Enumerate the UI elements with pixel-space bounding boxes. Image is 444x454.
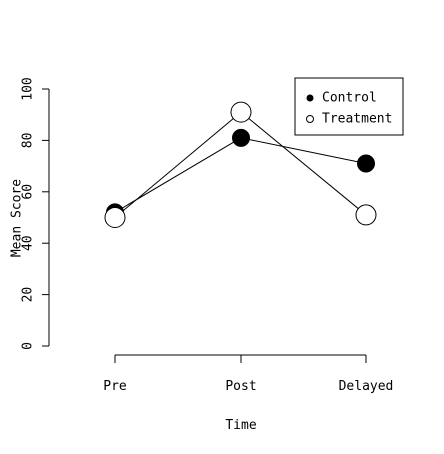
y-tick-label: 40 (21, 235, 36, 251)
x-axis-label: Time (225, 418, 256, 433)
y-tick-label: 0 (21, 342, 36, 350)
control-point (357, 154, 375, 173)
y-axis: 0 20 40 60 80 100 (21, 77, 50, 350)
legend-label-control: Control (322, 91, 377, 106)
y-tick-label: 20 (21, 287, 36, 303)
control-point (232, 128, 250, 147)
treatment-point (104, 207, 126, 228)
x-tick-label-delayed: Delayed (339, 379, 394, 394)
y-tick-label: 60 (21, 184, 36, 200)
treatment-point (355, 204, 377, 226)
legend-box (294, 77, 404, 136)
legend-label-treatment: Treatment (322, 112, 392, 127)
legend-marker-control (306, 94, 314, 102)
y-tick-label: 80 (21, 133, 36, 149)
control-line (114, 137, 367, 213)
x-tick-label-pre: Pre (103, 379, 127, 394)
y-axis-label: Mean Score (10, 179, 25, 257)
x-axis: Pre Post Delayed (103, 354, 394, 394)
legend: Control Treatment (294, 77, 404, 136)
series-group (104, 101, 377, 228)
x-tick-label-post: Post (225, 379, 256, 394)
legend-marker-treatment (306, 115, 314, 123)
y-tick-label: 100 (21, 77, 36, 100)
treatment-point (230, 101, 252, 123)
